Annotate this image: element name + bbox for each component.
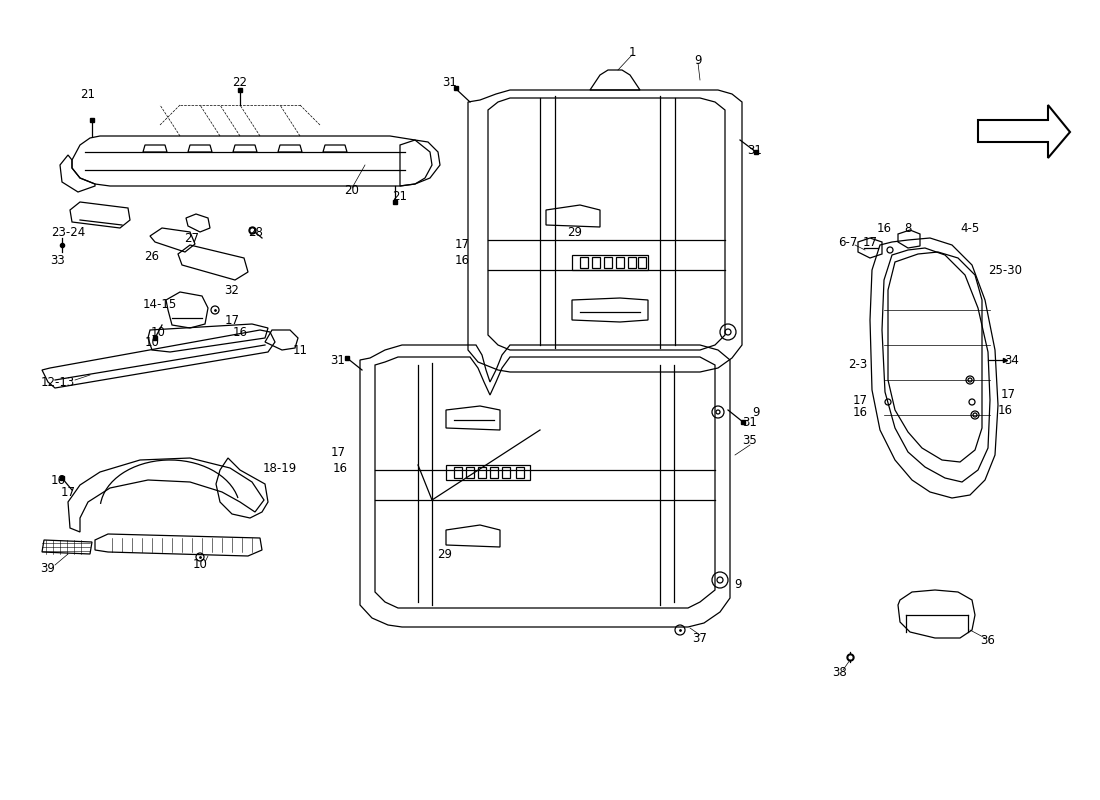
Text: 31: 31 bbox=[331, 354, 345, 366]
Text: 32: 32 bbox=[224, 283, 240, 297]
Text: 9: 9 bbox=[735, 578, 741, 591]
Text: 16: 16 bbox=[454, 254, 470, 266]
Text: 38: 38 bbox=[833, 666, 847, 678]
Text: 27: 27 bbox=[185, 231, 199, 245]
Text: 29: 29 bbox=[568, 226, 583, 238]
Text: 25-30: 25-30 bbox=[988, 263, 1022, 277]
Text: 23-24: 23-24 bbox=[51, 226, 85, 238]
Text: 16: 16 bbox=[51, 474, 66, 486]
Text: 16: 16 bbox=[852, 406, 868, 418]
Text: 17: 17 bbox=[60, 486, 76, 498]
Text: 31: 31 bbox=[742, 415, 758, 429]
Text: 14-15: 14-15 bbox=[143, 298, 177, 310]
Text: 10: 10 bbox=[192, 558, 208, 571]
Text: 11: 11 bbox=[293, 343, 308, 357]
Text: 26: 26 bbox=[144, 250, 159, 263]
Text: 20: 20 bbox=[344, 183, 360, 197]
Text: 36: 36 bbox=[980, 634, 996, 646]
Text: 9: 9 bbox=[752, 406, 760, 418]
Text: 16: 16 bbox=[877, 222, 891, 234]
Text: 16: 16 bbox=[998, 403, 1012, 417]
Text: 10: 10 bbox=[144, 335, 159, 349]
Text: 12-13: 12-13 bbox=[41, 375, 75, 389]
Text: 6-7: 6-7 bbox=[838, 235, 858, 249]
Text: 29: 29 bbox=[438, 549, 452, 562]
Text: 31: 31 bbox=[442, 75, 458, 89]
Text: 28: 28 bbox=[249, 226, 263, 238]
Text: 37: 37 bbox=[693, 631, 707, 645]
Text: 1: 1 bbox=[628, 46, 636, 58]
Text: 17: 17 bbox=[862, 235, 878, 249]
Text: 10: 10 bbox=[151, 326, 165, 338]
Text: 18-19: 18-19 bbox=[263, 462, 297, 474]
Text: 31: 31 bbox=[748, 143, 762, 157]
Text: 33: 33 bbox=[51, 254, 65, 266]
Text: 17: 17 bbox=[224, 314, 240, 326]
Text: 17: 17 bbox=[1001, 389, 1015, 402]
Text: 21: 21 bbox=[80, 89, 96, 102]
Text: 39: 39 bbox=[41, 562, 55, 574]
Text: 21: 21 bbox=[393, 190, 407, 203]
Text: 9: 9 bbox=[694, 54, 702, 66]
Text: 16: 16 bbox=[232, 326, 248, 338]
Text: 17: 17 bbox=[454, 238, 470, 251]
Text: 16: 16 bbox=[332, 462, 348, 474]
Text: 35: 35 bbox=[742, 434, 758, 446]
Text: 4-5: 4-5 bbox=[960, 222, 980, 234]
Text: 34: 34 bbox=[1004, 354, 1020, 366]
Text: 17: 17 bbox=[852, 394, 868, 406]
Text: 8: 8 bbox=[904, 222, 912, 234]
Text: 17: 17 bbox=[330, 446, 345, 458]
Text: 22: 22 bbox=[232, 75, 248, 89]
Text: 2-3: 2-3 bbox=[848, 358, 868, 371]
